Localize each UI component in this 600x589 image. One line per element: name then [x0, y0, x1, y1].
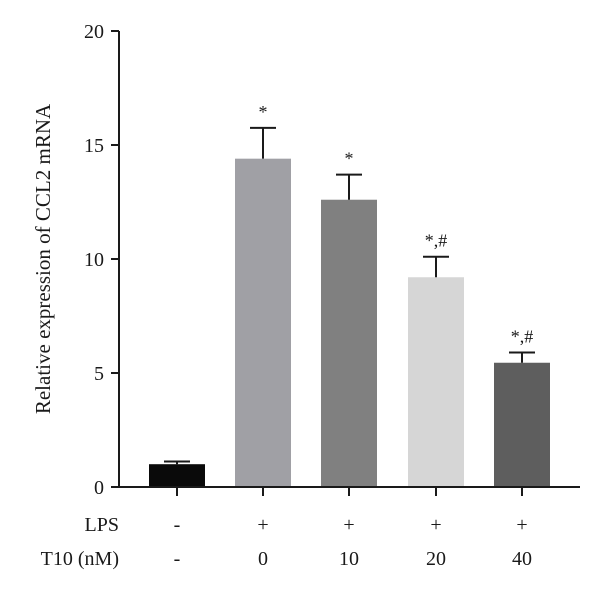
- bar-1: [149, 464, 205, 487]
- bar-5: [494, 362, 550, 487]
- condition-value-1-5: +: [516, 514, 527, 536]
- condition-value-2-4: 20: [426, 548, 446, 570]
- condition-value-2-2: 0: [258, 548, 268, 570]
- y-tick-label-10: 10: [84, 249, 104, 271]
- condition-value-1-2: +: [257, 514, 268, 536]
- condition-value-1-4: +: [430, 514, 441, 536]
- error-bars-group: [164, 126, 535, 465]
- significance-mark-5: *,#: [511, 326, 534, 346]
- error-bar-4: [423, 255, 449, 278]
- x-ticks-group: [176, 487, 523, 496]
- bar-3: [321, 199, 377, 487]
- significance-group: * * *,# *,#: [259, 102, 534, 347]
- y-tick-label-5: 5: [94, 363, 104, 385]
- bar-2: [235, 158, 291, 487]
- error-bar-1: [164, 460, 190, 465]
- error-bar-5: [509, 351, 535, 363]
- significance-mark-2: *: [259, 102, 268, 122]
- error-bar-3: [336, 173, 362, 200]
- significance-mark-3: *: [345, 149, 354, 169]
- condition-labels-group: LPS - + + + + T10 (nM) - 0 10 20 40: [41, 514, 532, 570]
- y-ticks-group: 0 5 10 15 20: [84, 21, 119, 499]
- y-tick-label-0: 0: [94, 477, 104, 499]
- error-bar-2: [250, 126, 276, 159]
- condition-value-2-1: -: [174, 548, 181, 570]
- significance-mark-4: *,#: [425, 231, 448, 251]
- condition-value-2-5: 40: [512, 548, 532, 570]
- bar-4: [408, 277, 464, 487]
- condition-value-2-3: 10: [339, 548, 359, 570]
- bars-group: [149, 158, 550, 487]
- condition-value-1-3: +: [343, 514, 354, 536]
- condition-label-2: T10 (nM): [41, 548, 119, 570]
- condition-value-1-1: -: [174, 514, 181, 536]
- y-tick-label-15: 15: [84, 135, 104, 157]
- y-tick-label-20: 20: [84, 21, 104, 43]
- y-axis-label: Relative expression of CCL2 mRNA: [31, 103, 55, 414]
- condition-label-1: LPS: [85, 514, 119, 536]
